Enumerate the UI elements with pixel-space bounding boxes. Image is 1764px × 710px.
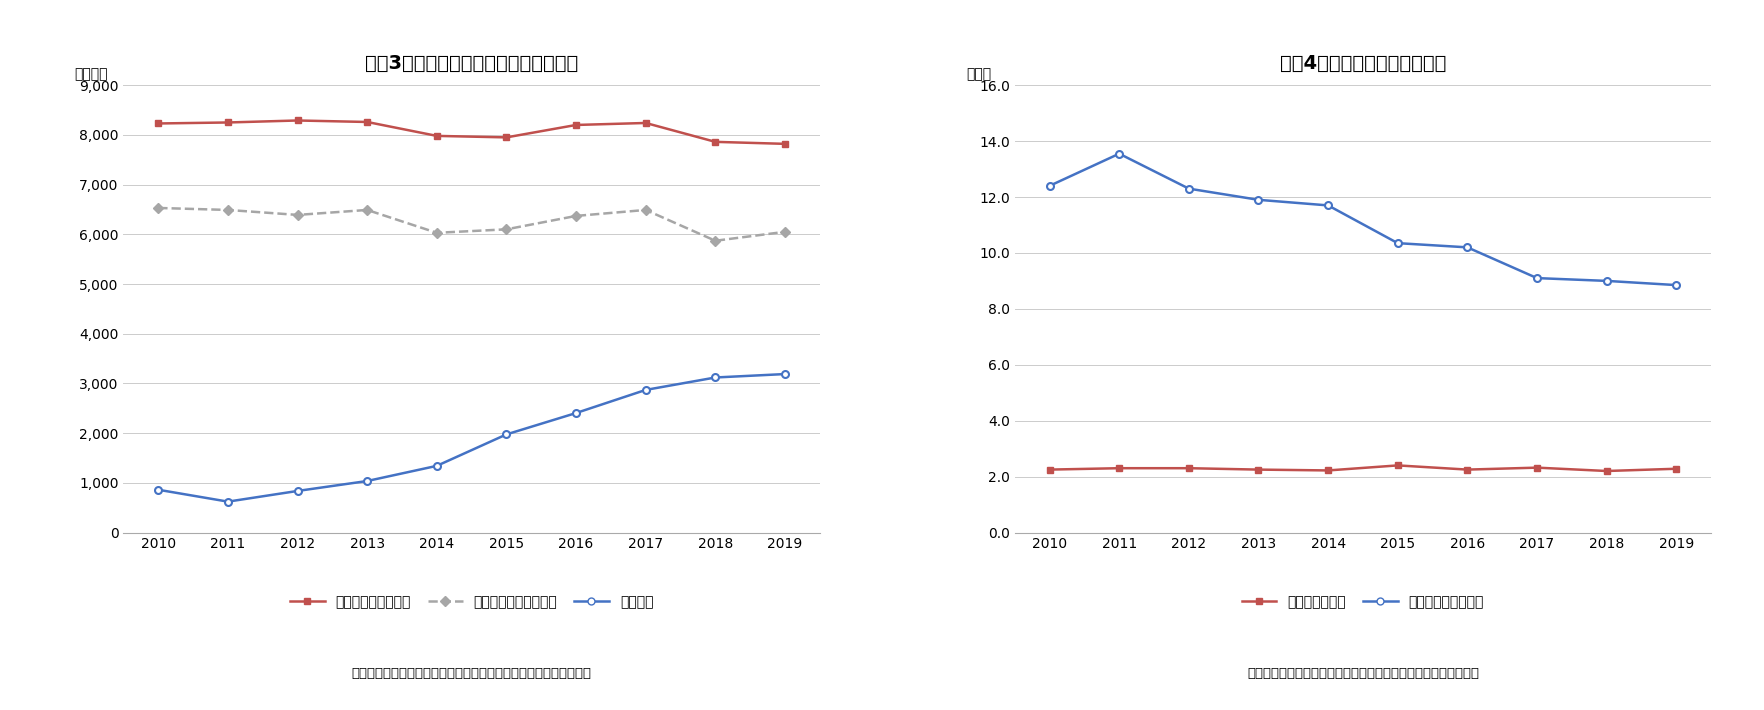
国内旅行客（宿泊） xyxy=(148,119,169,128)
国内旅行客（日帰り） xyxy=(774,227,796,236)
訪日客数 xyxy=(217,498,238,506)
訪日外国人平均泊数 xyxy=(1457,243,1478,251)
訪日外国人平均泊数 xyxy=(1178,185,1200,193)
国内旅行客（日帰り） xyxy=(706,236,727,245)
国内旅行客（宿泊） xyxy=(706,138,727,146)
Line: 訪日客数: 訪日客数 xyxy=(155,371,789,505)
Text: （日）: （日） xyxy=(967,67,991,81)
Title: 図表4　旅行者の平均宿泊日数: 図表4 旅行者の平均宿泊日数 xyxy=(1279,53,1446,72)
訪日客数 xyxy=(427,462,448,470)
訪日客数 xyxy=(148,486,169,494)
訪日外国人平均泊数 xyxy=(1665,281,1686,290)
訪日外国人平均泊数 xyxy=(1318,201,1339,209)
日本人平均泊数 xyxy=(1526,464,1547,472)
日本人平均泊数 xyxy=(1108,464,1129,472)
Title: 図表3　訪日客数と国内旅行客数の推移: 図表3 訪日客数と国内旅行客数の推移 xyxy=(365,53,579,72)
訪日外国人平均泊数 xyxy=(1596,277,1618,285)
日本人平均泊数 xyxy=(1665,464,1686,473)
Line: 国内旅行客（宿泊）: 国内旅行客（宿泊） xyxy=(155,117,789,147)
訪日客数 xyxy=(635,386,656,394)
日本人平均泊数 xyxy=(1178,464,1200,472)
訪日客数 xyxy=(288,486,309,495)
訪日客数 xyxy=(356,476,377,485)
訪日外国人平均泊数 xyxy=(1526,274,1547,283)
日本人平均泊数 xyxy=(1387,462,1408,470)
訪日外国人平均泊数 xyxy=(1039,182,1060,190)
日本人平均泊数 xyxy=(1039,465,1060,474)
Line: 日本人平均泊数: 日本人平均泊数 xyxy=(1046,462,1679,474)
Text: （資料）　観光庁の公表データを基にニッセイ基礎研究所が作成: （資料） 観光庁の公表データを基にニッセイ基礎研究所が作成 xyxy=(1247,667,1478,679)
国内旅行客（日帰り） xyxy=(635,206,656,214)
訪日外国人平均泊数 xyxy=(1247,195,1268,204)
日本人平均泊数 xyxy=(1596,466,1618,475)
国内旅行客（宿泊） xyxy=(774,140,796,148)
国内旅行客（宿泊） xyxy=(496,133,517,141)
訪日外国人平均泊数 xyxy=(1108,149,1129,158)
国内旅行客（宿泊） xyxy=(635,119,656,127)
国内旅行客（宿泊） xyxy=(427,131,448,140)
Text: （資料）　観光庁の公表データをもとにニッセイ基礎研究所が作成: （資料） 観光庁の公表データをもとにニッセイ基礎研究所が作成 xyxy=(351,667,591,679)
国内旅行客（日帰り） xyxy=(566,212,587,220)
Legend: 国内旅行客（宿泊）, 国内旅行客（日帰り）, 訪日客数: 国内旅行客（宿泊）, 国内旅行客（日帰り）, 訪日客数 xyxy=(284,590,660,615)
国内旅行客（宿泊） xyxy=(288,116,309,125)
Line: 国内旅行客（日帰り）: 国内旅行客（日帰り） xyxy=(155,204,789,244)
国内旅行客（宿泊） xyxy=(217,118,238,126)
訪日外国人平均泊数 xyxy=(1387,239,1408,247)
国内旅行客（日帰り） xyxy=(148,204,169,212)
Text: （万人）: （万人） xyxy=(74,67,108,81)
国内旅行客（日帰り） xyxy=(356,206,377,214)
国内旅行客（日帰り） xyxy=(288,211,309,219)
国内旅行客（日帰り） xyxy=(496,225,517,234)
日本人平均泊数 xyxy=(1318,466,1339,475)
訪日客数 xyxy=(706,373,727,382)
国内旅行客（宿泊） xyxy=(566,121,587,129)
訪日客数 xyxy=(566,409,587,417)
国内旅行客（宿泊） xyxy=(356,118,377,126)
訪日客数 xyxy=(496,430,517,439)
国内旅行客（日帰り） xyxy=(427,229,448,237)
日本人平均泊数 xyxy=(1247,465,1268,474)
国内旅行客（日帰り） xyxy=(217,206,238,214)
Line: 訪日外国人平均泊数: 訪日外国人平均泊数 xyxy=(1046,151,1679,288)
訪日客数 xyxy=(774,370,796,378)
Legend: 日本人平均泊数, 訪日外国人平均泊数: 日本人平均泊数, 訪日外国人平均泊数 xyxy=(1237,590,1489,615)
日本人平均泊数 xyxy=(1457,465,1478,474)
